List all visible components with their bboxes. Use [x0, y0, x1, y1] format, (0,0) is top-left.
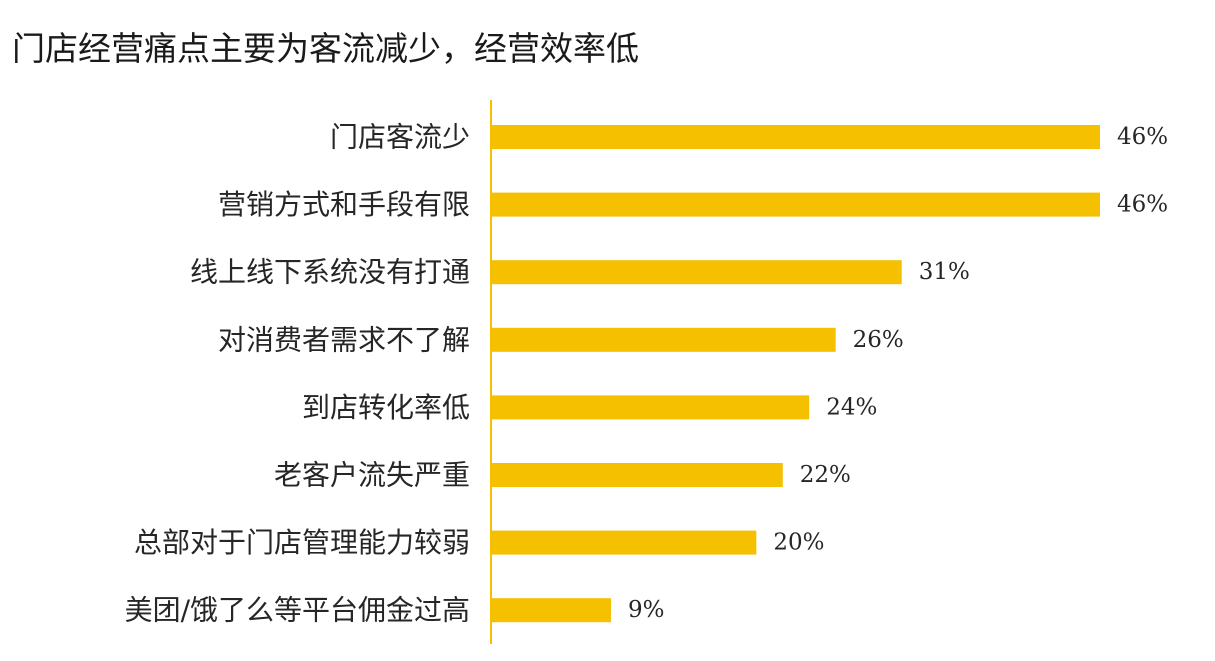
category-label: 对消费者需求不了解 — [218, 323, 470, 356]
value-label: 9% — [628, 597, 665, 623]
category-label: 总部对于门店管理能力较弱 — [134, 526, 470, 559]
bar — [492, 530, 757, 555]
category-label: 线上线下系统没有打通 — [190, 256, 470, 289]
category-label: 营销方式和手段有限 — [218, 188, 470, 221]
bar — [492, 395, 810, 420]
chart-title: 门店经营痛点主要为客流减少，经营效率低 — [12, 29, 639, 68]
bar — [492, 125, 1100, 149]
value-label: 24% — [826, 394, 877, 420]
value-label: 22% — [800, 462, 851, 488]
value-label: 31% — [919, 259, 970, 285]
bar — [492, 327, 836, 352]
category-label: 美团/饿了么等平台佣金过高 — [125, 594, 470, 627]
category-label: 老客户流失严重 — [274, 459, 470, 492]
category-label: 门店客流少 — [330, 121, 470, 154]
bar — [492, 260, 902, 285]
value-label: 46% — [1117, 124, 1168, 150]
bar — [492, 463, 783, 487]
category-label: 到店转化率低 — [302, 391, 470, 424]
value-label: 26% — [853, 327, 904, 353]
bar — [492, 598, 611, 623]
value-label: 46% — [1117, 192, 1168, 218]
bar — [492, 192, 1100, 217]
value-label: 20% — [773, 530, 824, 556]
